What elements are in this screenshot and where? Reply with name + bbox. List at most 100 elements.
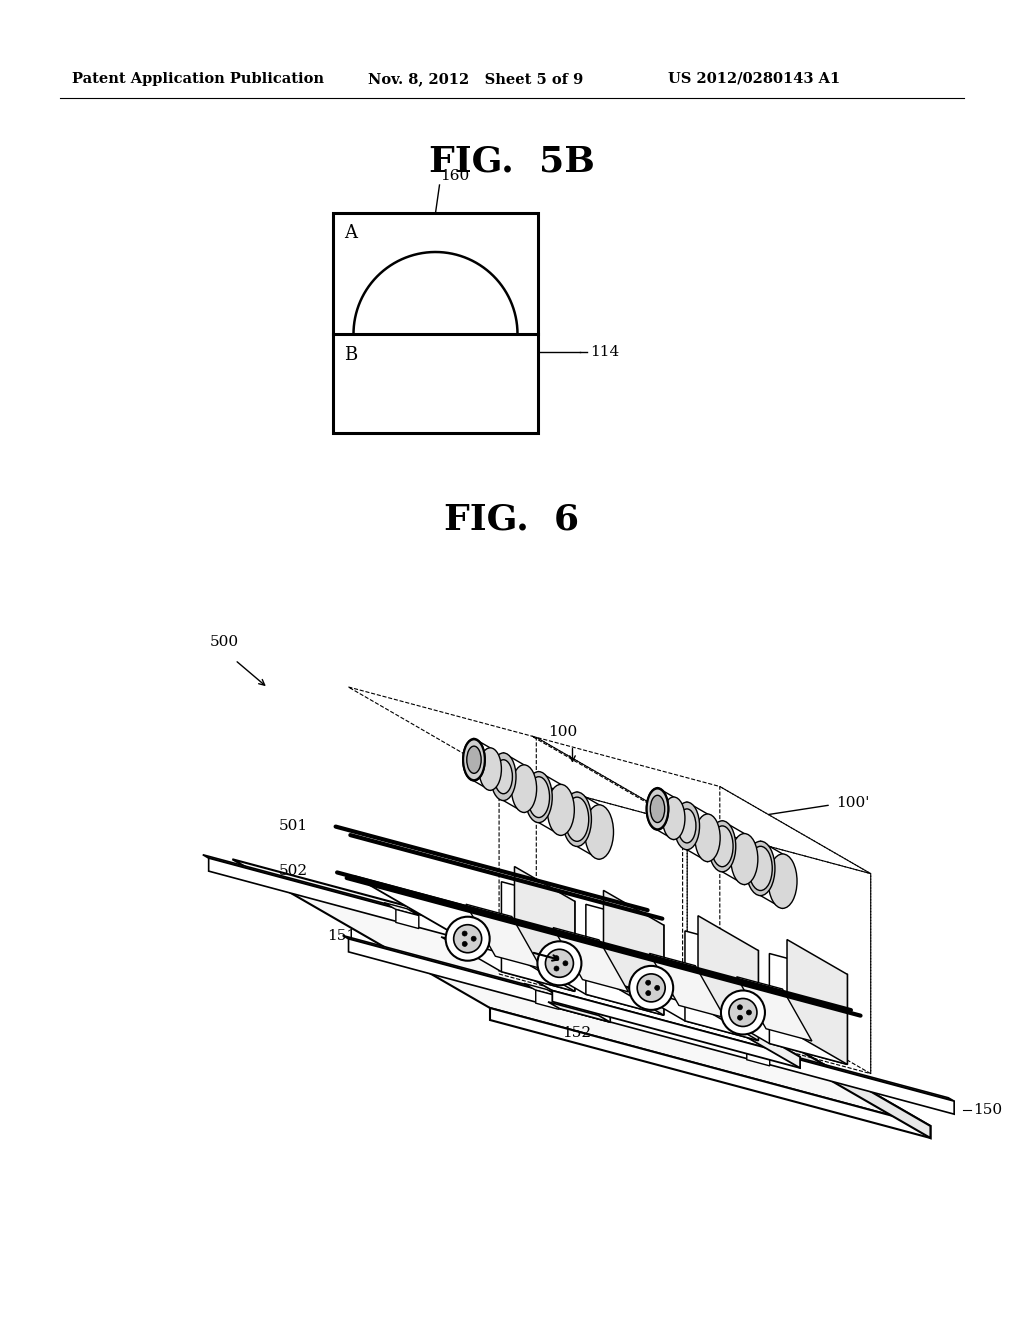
Ellipse shape [585, 805, 613, 859]
Polygon shape [553, 928, 629, 991]
Polygon shape [586, 904, 664, 1015]
Text: 151: 151 [328, 929, 356, 944]
Text: 500: 500 [210, 635, 240, 649]
Text: Nov. 8, 2012   Sheet 5 of 9: Nov. 8, 2012 Sheet 5 of 9 [368, 73, 584, 86]
Ellipse shape [565, 797, 589, 841]
Ellipse shape [695, 814, 720, 862]
Circle shape [462, 931, 467, 936]
Text: 150: 150 [974, 1102, 1002, 1117]
Ellipse shape [646, 788, 669, 830]
Circle shape [721, 990, 765, 1035]
Polygon shape [209, 858, 814, 1034]
Ellipse shape [511, 764, 537, 812]
Circle shape [654, 986, 659, 990]
Ellipse shape [463, 738, 485, 781]
Polygon shape [709, 1008, 848, 1064]
Ellipse shape [746, 841, 775, 895]
Polygon shape [524, 983, 559, 997]
Circle shape [471, 936, 476, 941]
Ellipse shape [647, 788, 669, 829]
Ellipse shape [467, 746, 481, 774]
Polygon shape [769, 953, 848, 1064]
Polygon shape [396, 909, 419, 928]
Ellipse shape [732, 837, 756, 882]
Ellipse shape [463, 739, 484, 780]
Polygon shape [625, 986, 759, 1040]
Ellipse shape [548, 784, 574, 836]
Polygon shape [607, 966, 630, 985]
Polygon shape [735, 1040, 770, 1053]
Ellipse shape [562, 792, 592, 846]
Polygon shape [343, 936, 954, 1101]
Circle shape [462, 941, 467, 946]
Polygon shape [348, 939, 954, 1114]
Polygon shape [552, 990, 800, 1068]
Text: FIG.  5B: FIG. 5B [429, 145, 595, 180]
Polygon shape [698, 916, 759, 1040]
Polygon shape [649, 953, 725, 1018]
Polygon shape [502, 882, 574, 991]
Text: 502: 502 [279, 863, 308, 878]
Circle shape [737, 1015, 742, 1020]
Circle shape [554, 966, 559, 972]
Ellipse shape [650, 796, 665, 822]
Ellipse shape [513, 768, 535, 809]
Text: US 2012/0280143 A1: US 2012/0280143 A1 [668, 73, 841, 86]
Circle shape [646, 981, 650, 985]
Ellipse shape [665, 801, 683, 836]
Ellipse shape [712, 826, 733, 867]
Polygon shape [203, 855, 814, 1020]
Ellipse shape [663, 797, 685, 840]
Polygon shape [601, 942, 800, 1068]
Ellipse shape [525, 772, 552, 822]
Circle shape [445, 916, 489, 961]
Polygon shape [525, 960, 664, 1015]
Polygon shape [548, 1002, 610, 1022]
Ellipse shape [528, 776, 550, 817]
Polygon shape [536, 990, 559, 1010]
Text: B: B [344, 346, 357, 364]
Circle shape [454, 925, 481, 953]
Polygon shape [685, 931, 759, 1040]
Text: 100: 100 [548, 725, 578, 739]
Ellipse shape [678, 809, 696, 843]
Ellipse shape [549, 788, 572, 832]
Circle shape [546, 949, 573, 977]
Text: 100': 100' [836, 796, 869, 810]
Polygon shape [673, 977, 931, 1138]
Polygon shape [353, 876, 800, 1057]
Text: 160: 160 [440, 169, 470, 183]
Polygon shape [736, 977, 812, 1041]
Ellipse shape [696, 817, 719, 858]
Circle shape [746, 1010, 752, 1015]
Circle shape [554, 956, 559, 961]
Ellipse shape [768, 854, 797, 908]
Circle shape [538, 941, 582, 985]
Ellipse shape [675, 803, 699, 850]
Ellipse shape [479, 748, 502, 791]
Polygon shape [384, 903, 419, 916]
Polygon shape [490, 1008, 931, 1138]
Polygon shape [514, 866, 574, 991]
Text: 114: 114 [590, 345, 620, 359]
Bar [333, 213, 538, 433]
Circle shape [637, 974, 666, 1002]
Text: A: A [344, 224, 357, 242]
Text: 152: 152 [562, 1027, 592, 1040]
Ellipse shape [481, 752, 499, 787]
Ellipse shape [709, 821, 736, 871]
Circle shape [629, 966, 673, 1010]
Ellipse shape [749, 846, 772, 891]
Circle shape [646, 990, 650, 995]
Circle shape [563, 961, 568, 966]
Ellipse shape [490, 752, 516, 800]
Circle shape [729, 998, 757, 1027]
Polygon shape [441, 937, 574, 991]
Ellipse shape [731, 833, 758, 884]
Text: FIG.  6: FIG. 6 [444, 502, 580, 536]
Polygon shape [466, 904, 542, 969]
Text: Patent Application Publication: Patent Application Publication [72, 73, 324, 86]
Polygon shape [560, 974, 610, 1022]
Polygon shape [746, 1047, 770, 1065]
Ellipse shape [495, 760, 512, 793]
